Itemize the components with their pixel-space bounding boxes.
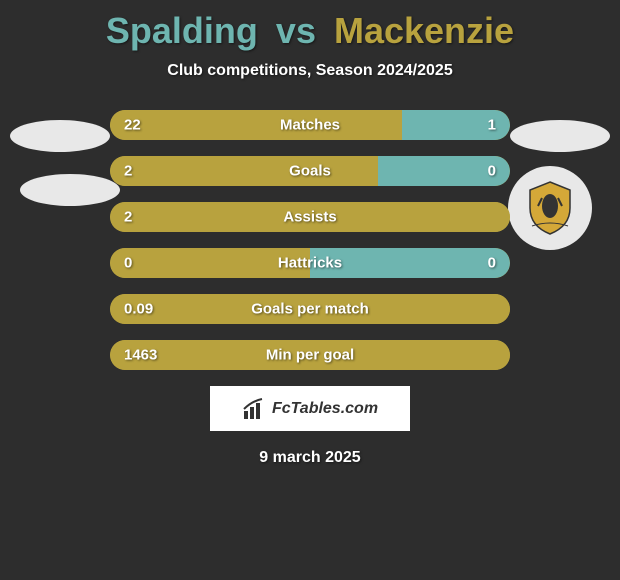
stats-bars: 22 1 Matches 2 0 Goals 2 Assists 0 0 Hattricks 0.09… xyxy=(110,110,510,370)
stat-bar-left xyxy=(110,110,402,140)
shield-icon xyxy=(520,178,580,238)
date-text: 9 march 2025 xyxy=(0,449,620,467)
stat-row: 1463 Min per goal xyxy=(110,340,510,370)
content-area: 22 1 Matches 2 0 Goals 2 Assists 0 0 Hattricks 0.09… xyxy=(0,110,620,467)
stat-row: 2 Assists xyxy=(110,202,510,232)
stat-value-left: 0.09 xyxy=(124,301,153,318)
stat-value-right: 1 xyxy=(488,117,496,134)
stat-value-left: 2 xyxy=(124,163,132,180)
stat-value-left: 0 xyxy=(124,255,132,272)
stat-bar-left xyxy=(110,156,378,186)
player1-avatar-placeholder xyxy=(10,120,110,152)
stat-row: 0.09 Goals per match xyxy=(110,294,510,324)
player1-name: Spalding xyxy=(106,10,258,51)
stat-value-left: 22 xyxy=(124,117,141,134)
stat-value-left: 2 xyxy=(124,209,132,226)
stat-metric: Matches xyxy=(280,117,340,134)
vs-text: vs xyxy=(276,10,316,51)
stat-metric: Goals per match xyxy=(251,301,369,318)
stat-row: 0 0 Hattricks xyxy=(110,248,510,278)
stat-row: 2 0 Goals xyxy=(110,156,510,186)
stat-metric: Hattricks xyxy=(278,255,342,272)
page-title: Spalding vs Mackenzie xyxy=(0,0,620,52)
stat-metric: Assists xyxy=(283,209,336,226)
stat-value-left: 1463 xyxy=(124,347,157,364)
player2-club-logo xyxy=(508,166,592,250)
player1-club-placeholder xyxy=(20,174,120,206)
chart-icon xyxy=(242,397,266,421)
brand-text: FcTables.com xyxy=(272,400,378,418)
stat-metric: Min per goal xyxy=(266,347,354,364)
brand-badge: FcTables.com xyxy=(210,386,410,431)
stat-metric: Goals xyxy=(289,163,331,180)
player2-avatar-placeholder xyxy=(510,120,610,152)
subtitle: Club competitions, Season 2024/2025 xyxy=(0,62,620,80)
stat-value-right: 0 xyxy=(488,163,496,180)
player2-name: Mackenzie xyxy=(334,10,514,51)
stat-row: 22 1 Matches xyxy=(110,110,510,140)
stat-value-right: 0 xyxy=(488,255,496,272)
